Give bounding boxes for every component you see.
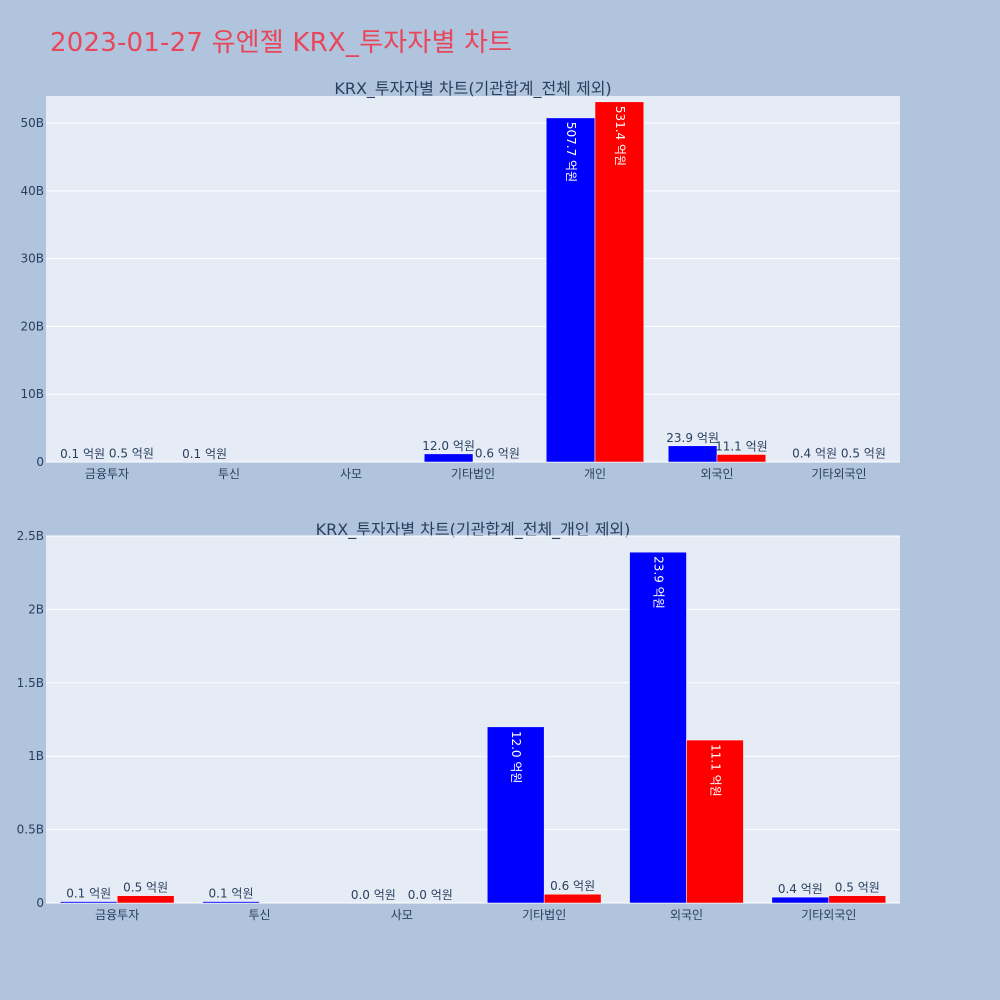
bar: [543, 893, 602, 904]
plot-area: [46, 96, 900, 462]
bar: [486, 726, 545, 904]
x-tick-label: 금융투자: [95, 908, 139, 922]
page-title: 2023-01-27 유엔젤 KRX_투자자별 차트: [50, 28, 513, 58]
bar-data-label: 23.9 억원: [666, 431, 719, 445]
y-tick-label: 30B: [20, 252, 44, 266]
y-tick-label: 2.5B: [17, 529, 44, 543]
x-tick-label: 기타외국인: [801, 908, 856, 922]
x-tick-label: 금융투자: [85, 467, 129, 481]
chart-title: KRX_투자자별 차트(기관합계_전체 제외): [334, 79, 611, 99]
bar: [771, 896, 830, 904]
y-tick-label: 20B: [20, 319, 44, 333]
bar-data-label: 23.9 억원: [652, 556, 666, 609]
bar: [423, 453, 474, 463]
bar: [116, 895, 175, 904]
x-tick-label: 개인: [584, 467, 606, 481]
y-tick-label: 1B: [28, 749, 44, 763]
plot-area: [46, 536, 900, 903]
bar-data-label: 11.1 억원: [708, 744, 722, 797]
x-tick-label: 사모: [391, 908, 413, 922]
bar-data-label: 0.1 억원: [182, 447, 227, 461]
bar-data-label: 0.5 억원: [841, 447, 886, 461]
x-tick-label: 외국인: [670, 908, 703, 922]
bar-data-label: 531.4 억원: [613, 106, 627, 166]
y-tick-label: 40B: [20, 184, 44, 198]
bar-data-label: 12.0 억원: [422, 439, 475, 453]
bar-data-label: 0.6 억원: [475, 447, 520, 461]
bar-data-label: 0.4 억원: [778, 882, 823, 896]
bar: [594, 101, 645, 463]
bar-data-label: 0.5 억원: [123, 881, 168, 895]
bar: [629, 551, 687, 904]
x-tick-label: 사모: [340, 467, 362, 481]
y-tick-label: 50B: [20, 116, 44, 130]
bar-data-label: 0.1 억원: [60, 447, 105, 461]
chart-title: KRX_투자자별 차트(기관합계_전체_개인 제외): [316, 520, 631, 540]
bar-data-label: 0.5 억원: [835, 881, 880, 895]
bar-data-label: 0.1 억원: [209, 887, 254, 901]
bar-data-label: 0.0 억원: [408, 888, 453, 902]
y-tick-label: 1.5B: [17, 676, 44, 690]
bar: [59, 901, 118, 904]
y-tick-label: 0: [36, 455, 44, 469]
bar: [202, 901, 260, 904]
x-tick-label: 기타법인: [522, 908, 566, 922]
bar: [667, 445, 718, 463]
x-tick-label: 기타법인: [451, 467, 495, 481]
bar-data-label: 11.1 억원: [715, 439, 768, 453]
bar: [545, 117, 596, 463]
y-tick-label: 2B: [28, 602, 44, 616]
x-tick-label: 투신: [218, 467, 240, 481]
bar: [686, 739, 744, 904]
bar: [828, 895, 887, 904]
bar-data-label: 0.0 억원: [351, 888, 396, 902]
bar-data-label: 0.4 억원: [792, 447, 837, 461]
y-tick-label: 0: [36, 896, 44, 910]
x-tick-label: 외국인: [700, 467, 733, 481]
bar-data-label: 12.0 억원: [509, 731, 523, 784]
bar-data-label: 507.7 억원: [564, 122, 578, 182]
y-tick-label: 0.5B: [17, 823, 44, 837]
x-tick-label: 투신: [248, 908, 270, 922]
y-tick-label: 10B: [20, 387, 44, 401]
bar: [716, 454, 767, 463]
bar-data-label: 0.5 억원: [109, 447, 154, 461]
x-tick-label: 기타외국인: [811, 467, 866, 481]
bar-data-label: 0.6 억원: [550, 879, 595, 893]
bar-data-label: 0.1 억원: [66, 887, 111, 901]
